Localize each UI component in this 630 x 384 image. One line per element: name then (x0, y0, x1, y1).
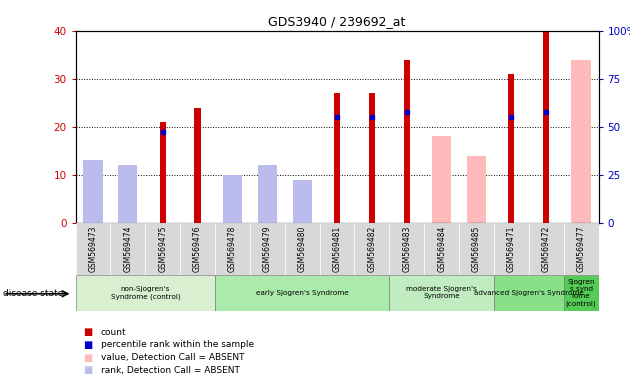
Text: GSM569482: GSM569482 (367, 225, 376, 271)
Text: GSM569480: GSM569480 (298, 225, 307, 272)
Bar (215, 275, 389, 311)
Bar (529, 223, 564, 275)
Text: GSM569473: GSM569473 (89, 225, 98, 272)
Bar (83, 161, 103, 223)
Bar (319, 223, 355, 275)
Bar (334, 93, 340, 223)
Bar (467, 156, 486, 223)
Text: GSM569474: GSM569474 (123, 225, 132, 272)
Text: ■: ■ (84, 340, 93, 350)
Text: percentile rank within the sample: percentile rank within the sample (101, 340, 254, 349)
Bar (564, 223, 598, 275)
Text: GSM569477: GSM569477 (576, 225, 585, 272)
Bar (508, 74, 515, 223)
Bar (285, 223, 319, 275)
Bar (571, 60, 591, 223)
Bar (146, 223, 180, 275)
Bar (424, 223, 459, 275)
Bar (118, 184, 137, 223)
Bar (223, 194, 242, 223)
Text: GSM569484: GSM569484 (437, 225, 446, 272)
Bar (258, 165, 277, 223)
Bar (110, 223, 146, 275)
Bar (564, 275, 598, 311)
Text: GSM569475: GSM569475 (158, 225, 167, 272)
Text: count: count (101, 328, 127, 337)
Bar (292, 199, 312, 223)
Bar (404, 60, 410, 223)
Bar (180, 223, 215, 275)
Text: ■: ■ (84, 365, 93, 375)
Text: GSM569485: GSM569485 (472, 225, 481, 272)
Bar (389, 275, 494, 311)
Text: GSM569476: GSM569476 (193, 225, 202, 272)
Bar (355, 223, 389, 275)
Text: GSM569481: GSM569481 (333, 225, 341, 271)
Bar (118, 165, 137, 223)
Text: GSM569483: GSM569483 (403, 225, 411, 272)
Bar (76, 275, 215, 311)
Bar (543, 31, 549, 223)
Bar (258, 194, 277, 223)
Bar (494, 223, 529, 275)
Text: GSM569479: GSM569479 (263, 225, 272, 272)
Bar (494, 275, 564, 311)
Text: value, Detection Call = ABSENT: value, Detection Call = ABSENT (101, 353, 244, 362)
Bar (389, 223, 424, 275)
Text: ■: ■ (84, 327, 93, 337)
Bar (369, 93, 375, 223)
Text: advanced Sjogren's Syndrome: advanced Sjogren's Syndrome (474, 290, 584, 296)
Title: GDS3940 / 239692_at: GDS3940 / 239692_at (268, 15, 406, 28)
Text: Sjogren
s synd
rome
(control): Sjogren s synd rome (control) (566, 279, 597, 306)
Bar (215, 223, 250, 275)
Bar (432, 136, 451, 223)
Bar (292, 180, 312, 223)
Bar (223, 175, 242, 223)
Text: GSM569471: GSM569471 (507, 225, 516, 272)
Bar (159, 122, 166, 223)
Text: moderate Sjogren's
Syndrome: moderate Sjogren's Syndrome (406, 286, 477, 299)
Bar (250, 223, 285, 275)
Text: early Sjogren's Syndrome: early Sjogren's Syndrome (256, 290, 348, 296)
Text: non-Sjogren's
Syndrome (control): non-Sjogren's Syndrome (control) (110, 286, 180, 300)
Text: ■: ■ (84, 353, 93, 362)
Bar (459, 223, 494, 275)
Bar (195, 108, 201, 223)
Text: GSM569472: GSM569472 (542, 225, 551, 272)
Bar (76, 223, 110, 275)
Bar (83, 175, 103, 223)
Text: GSM569478: GSM569478 (228, 225, 237, 272)
Text: disease state: disease state (3, 289, 64, 298)
Text: rank, Detection Call = ABSENT: rank, Detection Call = ABSENT (101, 366, 239, 375)
